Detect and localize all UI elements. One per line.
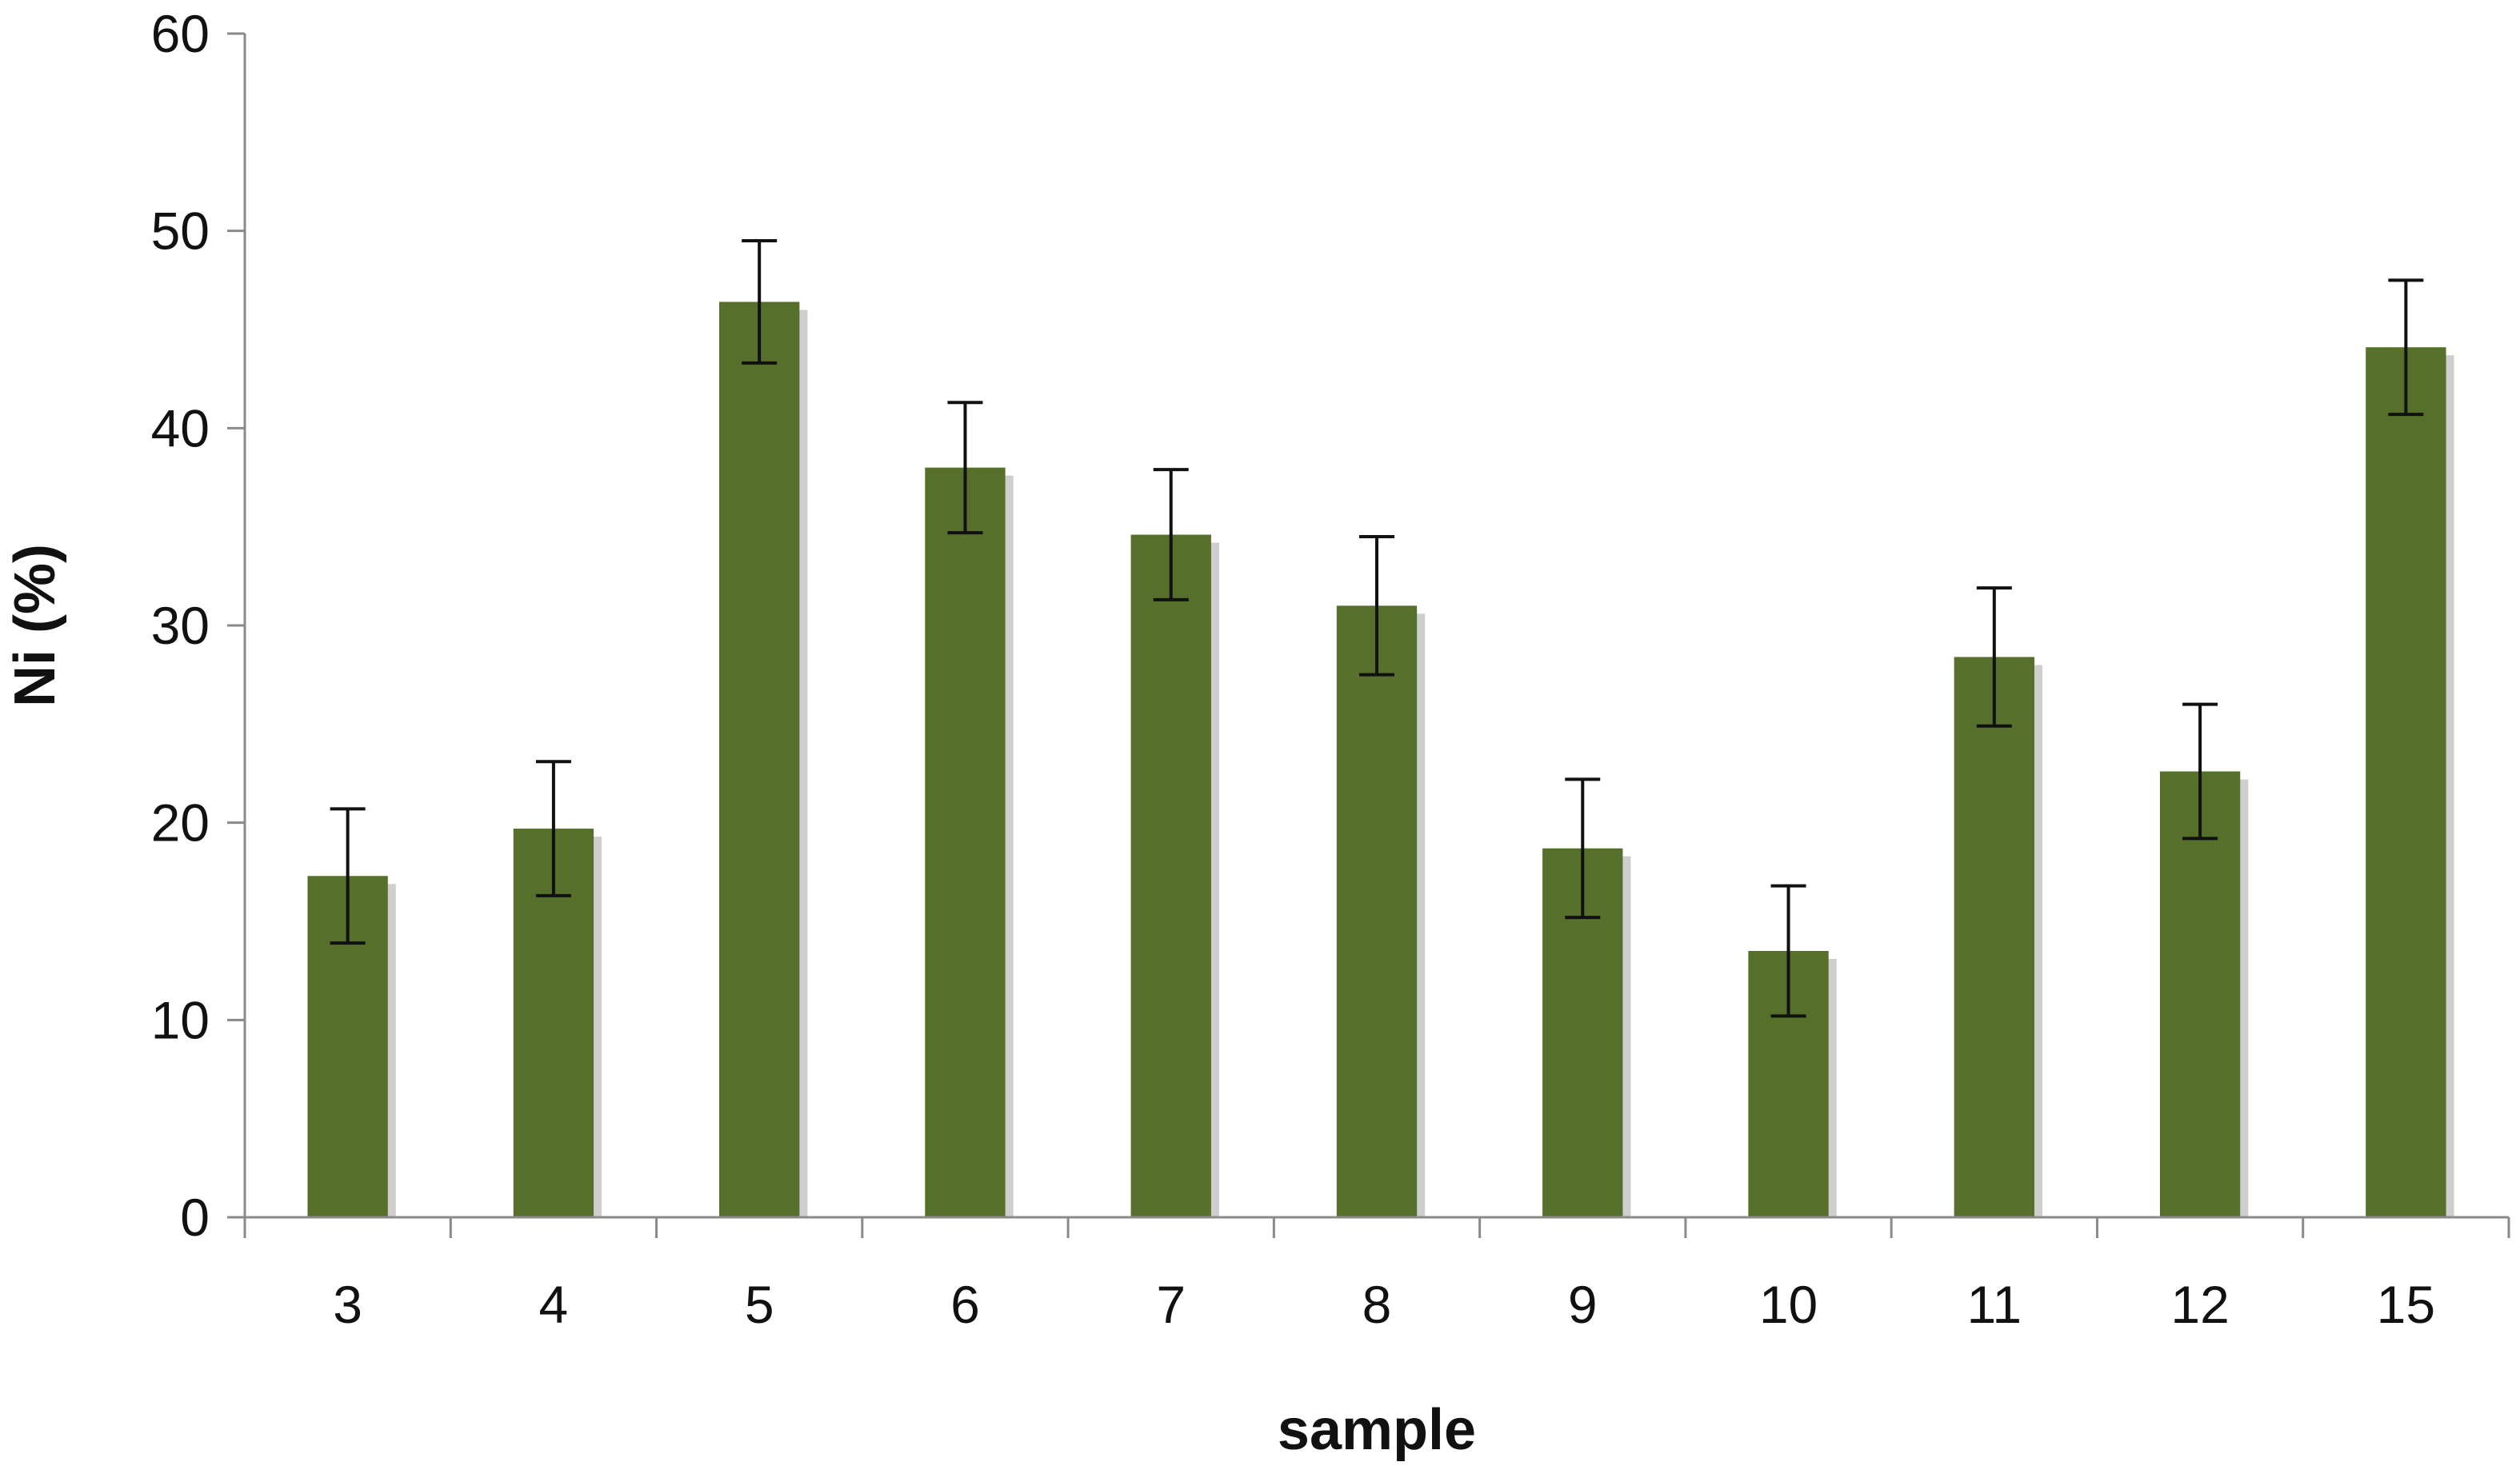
y-tick-label: 20 xyxy=(151,793,210,853)
y-axis-ticks: 0 10 20 30 40 50 60 xyxy=(151,4,245,1247)
x-tick-label: 9 xyxy=(1568,1275,1598,1334)
x-tick-label: 7 xyxy=(1156,1275,1186,1334)
error-bar xyxy=(947,401,983,535)
y-tick-label: 30 xyxy=(151,596,210,655)
bar xyxy=(1130,534,1211,1217)
y-tick-label: 10 xyxy=(151,990,210,1049)
error-bar xyxy=(535,760,571,897)
bar xyxy=(2159,771,2241,1217)
error-bar xyxy=(1565,777,1601,920)
y-axis-title: Ni (%) xyxy=(3,544,67,707)
error-bar xyxy=(1359,535,1394,677)
x-tick-label: 6 xyxy=(950,1275,980,1334)
x-tick-label: 15 xyxy=(2377,1275,2435,1334)
x-axis-title: sample xyxy=(1278,1398,1476,1462)
bars xyxy=(307,302,2454,1218)
x-tick-label: 11 xyxy=(1967,1275,2022,1334)
x-tick-label: 3 xyxy=(333,1275,362,1334)
bar xyxy=(1954,657,2034,1217)
error-bar xyxy=(2182,702,2218,841)
bar xyxy=(1336,605,1418,1217)
y-tick-label: 50 xyxy=(151,202,210,261)
y-tick-label: 0 xyxy=(180,1188,210,1247)
bar xyxy=(2366,347,2446,1218)
x-tick-label: 4 xyxy=(539,1275,569,1334)
y-tick-label: 40 xyxy=(151,398,210,457)
x-tick-label: 5 xyxy=(745,1275,774,1334)
error-bars xyxy=(330,239,2424,1018)
bar xyxy=(925,467,1006,1217)
error-bar xyxy=(742,239,778,365)
bar xyxy=(719,302,800,1217)
x-tick-label: 12 xyxy=(2170,1275,2229,1334)
x-tick-label: 8 xyxy=(1362,1275,1392,1334)
error-bar xyxy=(1770,884,1806,1018)
error-bar xyxy=(2388,278,2424,417)
error-bar xyxy=(330,807,366,945)
y-tick-label: 60 xyxy=(151,4,210,63)
x-tick-label: 10 xyxy=(1759,1275,1818,1334)
error-bar xyxy=(1153,468,1189,601)
error-bar xyxy=(1976,586,2012,728)
x-axis-ticks: 3 4 5 6 7 8 9 10 11 12 15 xyxy=(243,1217,2510,1334)
